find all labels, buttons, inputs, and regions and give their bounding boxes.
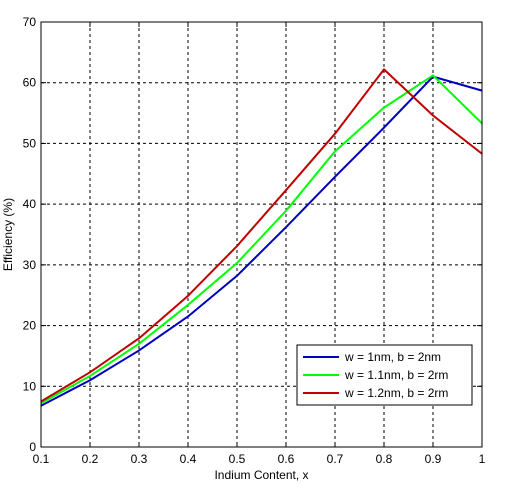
legend: w = 1nm, b = 2nm w = 1.1nm, b = 2rm w = … — [296, 344, 473, 406]
legend-entry-1: w = 1nm, b = 2nm — [303, 350, 441, 364]
series-layer — [40, 68, 483, 407]
x-tick-label: 0.3 — [131, 452, 148, 466]
series-line-1 — [40, 75, 483, 407]
legend-label: w = 1.1nm, b = 2rm — [344, 368, 448, 382]
x-axis-label: Indium Content, x — [214, 468, 308, 482]
x-tick-label: 0.7 — [327, 452, 344, 466]
y-axis-label: Efficiency (%) — [1, 198, 15, 271]
legend-entry-3: w = 1.2nm, b = 2rm — [303, 386, 448, 400]
legend-entry-2: w = 1.1nm, b = 2rm — [303, 368, 448, 382]
y-tick-label: 10 — [23, 379, 37, 393]
y-tick-label: 0 — [29, 440, 36, 454]
x-tick-label: 0.1 — [33, 452, 50, 466]
x-tick-label: 0.5 — [229, 452, 246, 466]
y-tick-label: 50 — [23, 136, 37, 150]
y-tick-label: 40 — [23, 197, 37, 211]
series-line-3 — [40, 68, 483, 403]
ticks: 0.1 0.2 0.3 0.4 0.5 0.6 0.7 0.8 0.9 1010203040506… — [23, 15, 486, 466]
y-tick-label: 60 — [23, 76, 37, 90]
legend-label: w = 1nm, b = 2nm — [344, 350, 441, 364]
y-tick-label: 30 — [23, 258, 37, 272]
y-tick-label: 70 — [23, 15, 37, 29]
plot-frame — [40, 21, 483, 448]
x-tick-label: 0.2 — [82, 452, 99, 466]
x-tick-label: 0.6 — [278, 452, 295, 466]
x-tick-label: 0.9 — [425, 452, 442, 466]
x-tick-label: 0.8 — [376, 452, 393, 466]
x-tick-label: 1 — [479, 452, 486, 466]
y-tick-label: 20 — [23, 319, 37, 333]
legend-label: w = 1.2nm, b = 2rm — [344, 386, 448, 400]
x-tick-label: 0.4 — [180, 452, 197, 466]
